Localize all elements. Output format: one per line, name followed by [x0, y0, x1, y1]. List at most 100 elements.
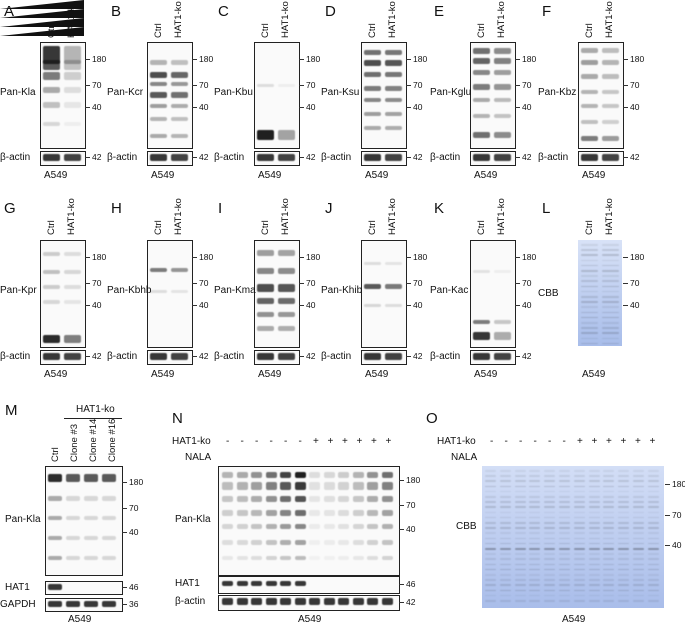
gapdh-label: GAPDH — [0, 599, 36, 610]
marker-40: 40 — [413, 102, 423, 112]
cbb-band — [529, 506, 541, 508]
cbb-band — [544, 563, 556, 566]
cbb-band — [485, 548, 496, 550]
cbb-band — [544, 506, 556, 508]
panel-letter: L — [542, 200, 551, 217]
ctrl-band — [43, 102, 60, 108]
marker-tick — [85, 356, 90, 357]
cbb-band — [485, 485, 496, 488]
ctrl-band — [473, 98, 490, 102]
nala-gradient-ko — [0, 27, 84, 36]
lane-label-ctrl: Ctrl — [476, 220, 487, 235]
cell-line-label: A549 — [474, 170, 498, 181]
marker-tick — [515, 305, 520, 306]
panel-letter: H — [111, 200, 122, 217]
cell-line-label: A549 — [582, 170, 606, 181]
cbb-band — [573, 522, 585, 524]
ctrl-band — [581, 60, 598, 65]
cbb-band — [499, 542, 511, 545]
row-label-nala: NALA — [451, 452, 478, 463]
lane-band — [222, 472, 233, 478]
lane-band — [236, 540, 248, 545]
lane-band — [265, 472, 277, 478]
marker-tick — [122, 604, 127, 605]
marker-180: 180 — [413, 54, 428, 64]
marker-tick — [399, 602, 404, 603]
marker-tick — [399, 505, 404, 506]
lane-band — [294, 524, 306, 529]
loading-control-label: β-actin — [538, 152, 569, 163]
cbb-band — [529, 594, 541, 597]
antibody-label: Pan-Kbu — [214, 87, 253, 98]
lane-band — [323, 540, 335, 545]
lane-band — [381, 524, 393, 529]
marker-tick — [299, 356, 304, 357]
treatment-sign: - — [226, 436, 230, 447]
cbb-band — [588, 600, 600, 602]
antibody-label: Pan-Kbz — [538, 87, 577, 98]
cbb-band — [647, 480, 659, 482]
cbb-band — [618, 563, 630, 566]
cbb-band — [485, 480, 496, 482]
lane-band — [338, 496, 349, 502]
cbb-band — [618, 558, 630, 560]
treatment-sign: - — [298, 436, 302, 447]
ko-band — [66, 516, 80, 520]
lane-band — [294, 496, 306, 502]
cbb-band — [603, 516, 615, 519]
ctrl-band — [364, 126, 381, 130]
marker-42: 42 — [413, 351, 423, 361]
actin-band — [278, 154, 295, 161]
cell-line-label: A549 — [44, 369, 68, 380]
lane-band — [251, 524, 262, 529]
cbb-gel — [482, 466, 664, 608]
blot-panel — [470, 240, 516, 348]
lane-label-ctrl: Ctrl — [476, 23, 487, 38]
ko-band — [602, 48, 619, 53]
lane-band — [294, 482, 306, 490]
cbb-band — [602, 322, 619, 324]
cbb-band — [544, 548, 556, 550]
cbb-band — [581, 337, 598, 340]
cbb-band — [633, 475, 644, 477]
cbb-band — [559, 511, 570, 514]
lane-band — [309, 472, 320, 478]
marker-tick — [299, 305, 304, 306]
cbb-band — [573, 568, 585, 571]
ko-band — [64, 270, 81, 274]
cbb-band — [633, 470, 644, 472]
cbb-band — [499, 558, 511, 560]
cbb-band — [544, 475, 556, 477]
blot-panel — [45, 466, 123, 576]
lane-band — [381, 540, 393, 545]
marker-tick — [192, 157, 197, 158]
marker-tick — [406, 305, 411, 306]
marker-70: 70 — [199, 278, 209, 288]
cbb-band — [633, 548, 644, 550]
cbb-band — [499, 470, 511, 472]
cbb-band — [485, 522, 496, 524]
cbb-band — [559, 480, 570, 482]
marker-40: 40 — [522, 102, 532, 112]
ko-band — [494, 84, 511, 90]
cbb-band — [633, 537, 644, 540]
cbb-band — [581, 301, 598, 303]
actin-band — [64, 353, 81, 360]
cbb-band — [499, 579, 511, 581]
marker-tick — [665, 484, 670, 485]
ko-band — [385, 126, 402, 130]
ko-band — [171, 268, 188, 272]
cbb-band — [573, 532, 585, 534]
ctrl-band — [150, 82, 167, 86]
ctrl-band — [581, 90, 598, 94]
marker-70: 70 — [406, 500, 416, 510]
lane-band — [236, 482, 248, 490]
marker-70: 70 — [129, 503, 139, 513]
lane-band — [309, 556, 320, 560]
marker-tick — [299, 85, 304, 86]
ko-band — [602, 74, 619, 79]
nala-gradient-ctrl — [0, 0, 84, 9]
ko-band — [66, 556, 80, 560]
cbb-band — [618, 501, 630, 503]
